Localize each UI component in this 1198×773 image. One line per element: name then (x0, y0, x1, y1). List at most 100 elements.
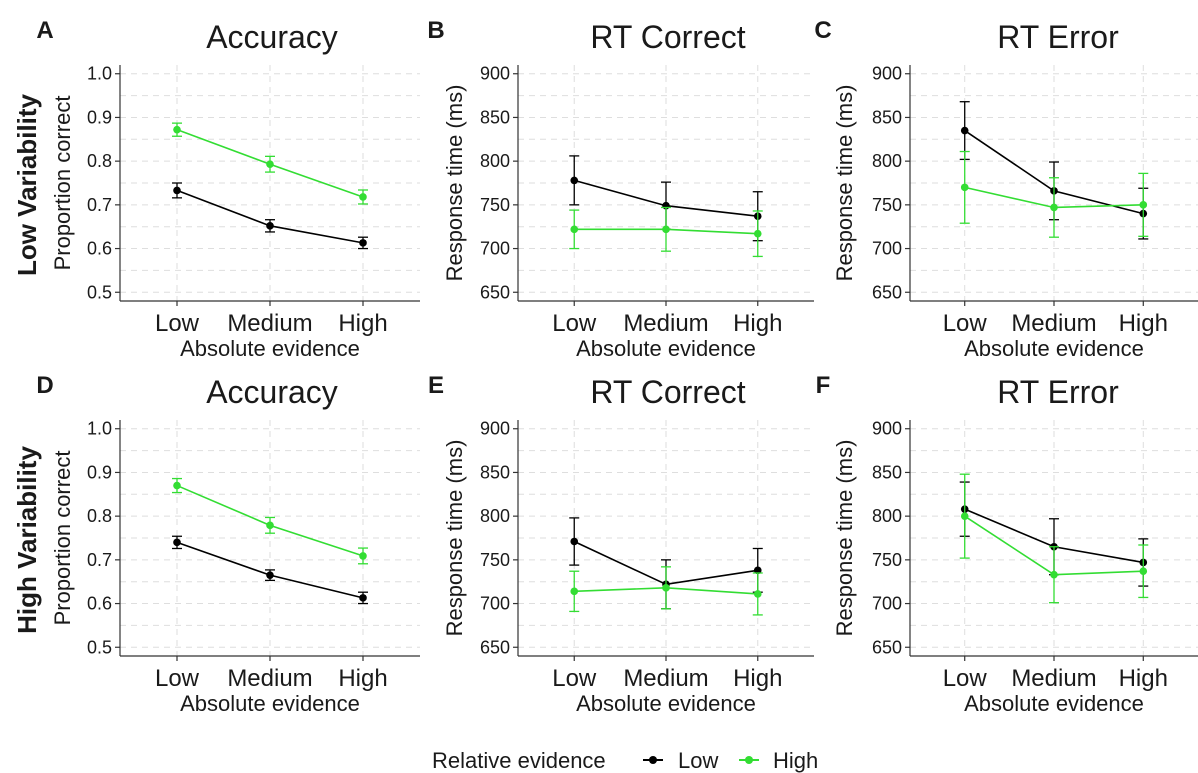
x-tick-label: Low (155, 310, 200, 337)
y-axis-title: Response time (ms) (442, 440, 467, 637)
data-point (173, 125, 181, 134)
y-tick-label: 0.8 (87, 151, 112, 171)
panel-e: E RT Correct 650 700 750 800 850 900 Low Medium Hi… (428, 372, 814, 716)
x-tick-label: Low (552, 310, 597, 337)
data-point (570, 176, 579, 185)
y-tick-label: 900 (480, 64, 510, 84)
panel-title: Accuracy (206, 374, 338, 410)
y-tick-label: 900 (480, 419, 510, 439)
y-tick-label: 650 (480, 637, 510, 657)
data-point (662, 225, 670, 234)
x-tick-label: High (733, 310, 782, 337)
data-point (960, 512, 969, 520)
panel-title: RT Correct (590, 374, 745, 410)
y-tick-label: 750 (872, 550, 902, 570)
y-tick-label: 850 (872, 107, 902, 127)
data-point (753, 566, 762, 575)
y-axis-title: Response time (ms) (832, 440, 857, 637)
panel-a: A Accuracy 0.5 0.6 0.7 0.8 0.9 1.0 Low Medium High… (36, 17, 420, 361)
series-low (172, 182, 368, 250)
x-tick-label: High (1119, 310, 1168, 337)
y-tick-label: 800 (872, 151, 902, 171)
data-point (960, 126, 969, 135)
legend: Relative evidence Low High (432, 748, 818, 773)
y-tick-label: 850 (872, 462, 902, 482)
x-axis-title: Absolute evidence (576, 336, 756, 361)
y-tick-label: 800 (480, 151, 510, 171)
row-label-high-variability: High Variability (12, 446, 42, 634)
y-tick-label: 0.6 (87, 239, 112, 259)
panels-group: A Accuracy 0.5 0.6 0.7 0.8 0.9 1.0 Low Medium High… (36, 17, 1198, 716)
y-axis-title: Proportion correct (50, 96, 75, 271)
y-tick-label: 700 (480, 239, 510, 259)
x-tick-label: High (1119, 665, 1168, 692)
x-tick-label: Medium (227, 665, 312, 692)
panel-d: D Accuracy 0.5 0.6 0.7 0.8 0.9 1.0 Low Medium High… (36, 372, 420, 716)
panel-letter: A (36, 17, 53, 44)
series-high (172, 477, 368, 565)
y-tick-label: 900 (872, 419, 902, 439)
data-point (960, 183, 969, 192)
data-point (1050, 203, 1058, 212)
y-tick-label: 0.7 (87, 550, 112, 570)
y-tick-label: 0.8 (87, 506, 112, 526)
y-axis-title: Response time (ms) (832, 85, 857, 282)
data-point (173, 186, 181, 195)
x-tick-label: High (338, 310, 387, 337)
panel-b: B RT Correct 650 700 750 800 850 900 Low Medium Hi… (427, 17, 814, 361)
y-tick-label: 0.6 (87, 594, 112, 614)
panel-letter: C (814, 17, 831, 44)
panel-letter: E (428, 372, 444, 399)
data-point (266, 521, 274, 530)
series-low (172, 535, 368, 605)
x-tick-label: Low (552, 665, 597, 692)
y-tick-label: 0.5 (87, 282, 112, 302)
legend-low-swatch-dot (649, 756, 657, 764)
panel-title: RT Error (997, 374, 1119, 410)
data-point (173, 481, 181, 490)
x-axis-title: Absolute evidence (180, 336, 360, 361)
x-tick-label: Medium (227, 310, 312, 337)
panel-title: RT Error (997, 19, 1119, 55)
panel-f: F RT Error 650 700 750 800 850 900 Low Medium High… (816, 372, 1198, 716)
data-point (173, 538, 181, 547)
y-tick-label: 650 (480, 282, 510, 302)
y-tick-label: 0.9 (87, 107, 112, 127)
x-tick-label: Medium (623, 665, 708, 692)
series-high (959, 150, 1149, 238)
data-point (662, 584, 670, 592)
x-tick-label: Medium (1011, 310, 1096, 337)
y-tick-label: 800 (480, 506, 510, 526)
data-point (570, 537, 579, 546)
y-axis-title: Proportion correct (50, 451, 75, 626)
series-high (959, 473, 1149, 604)
y-axis-title: Response time (ms) (442, 85, 467, 282)
y-tick-label: 850 (480, 462, 510, 482)
data-point (1139, 201, 1148, 209)
x-axis-title: Absolute evidence (180, 691, 360, 716)
y-tick-label: 700 (872, 239, 902, 259)
data-point (359, 193, 367, 201)
y-tick-label: 650 (872, 282, 902, 302)
y-tick-label: 750 (480, 195, 510, 215)
y-tick-label: 0.7 (87, 195, 112, 215)
panel-c: C RT Error 650 700 750 800 850 900 Low Medium High… (814, 17, 1198, 361)
x-tick-label: Low (155, 665, 200, 692)
row-label-low-variability: Low Variability (12, 93, 42, 276)
y-tick-label: 750 (480, 550, 510, 570)
x-tick-label: High (733, 665, 782, 692)
series-high (569, 206, 763, 258)
legend-title: Relative evidence (432, 748, 606, 773)
legend-high-swatch-dot (745, 756, 753, 764)
legend-label-low: Low (678, 748, 718, 773)
y-tick-label: 1.0 (87, 64, 112, 84)
x-tick-label: High (338, 665, 387, 692)
x-tick-label: Low (943, 665, 988, 692)
y-tick-label: 0.5 (87, 637, 112, 657)
legend-label-high: High (773, 748, 818, 773)
panel-letter: D (36, 372, 53, 399)
x-tick-label: Low (943, 310, 988, 337)
panel-letter: B (427, 17, 444, 44)
data-point (1139, 567, 1148, 576)
data-point (753, 590, 762, 598)
